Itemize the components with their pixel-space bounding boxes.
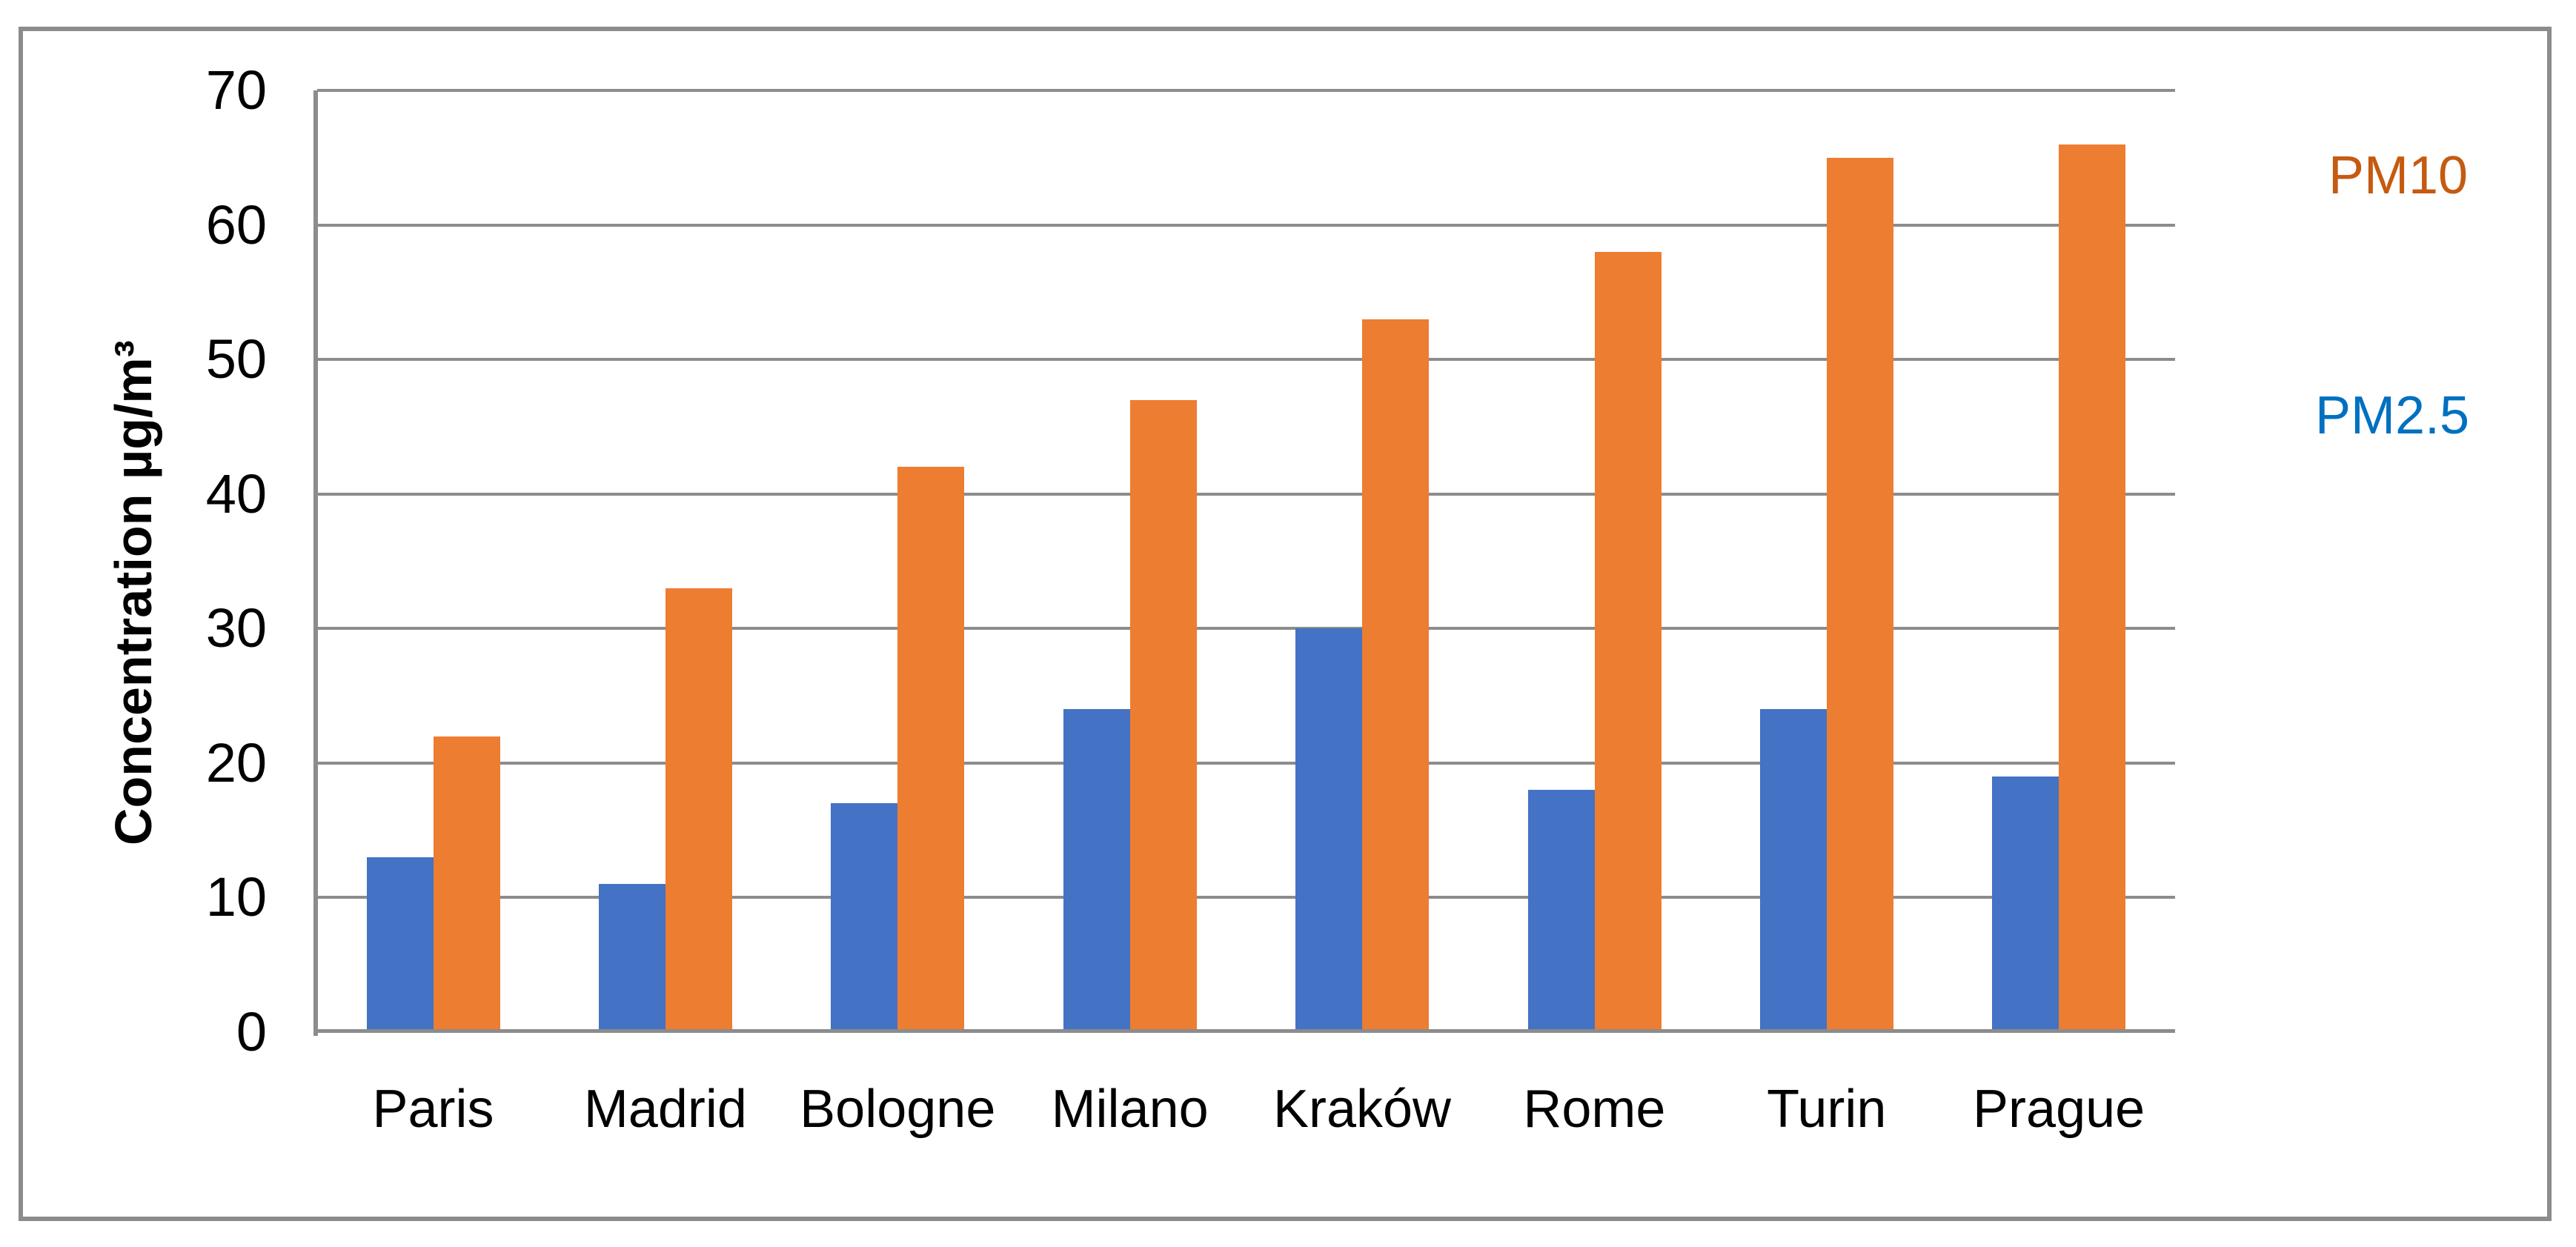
gridline-50 xyxy=(317,358,2175,362)
legend-label-pm10: PM10 xyxy=(2328,146,2469,205)
y-axis-line xyxy=(313,90,318,1036)
bar-pm2-5-milano xyxy=(1063,709,1130,1029)
y-tick-label-60: 60 xyxy=(205,193,267,256)
y-tick-label-40: 40 xyxy=(205,462,267,525)
bar-pm10-krakow xyxy=(1362,319,1430,1029)
bar-pm10-prague xyxy=(2059,144,2126,1029)
y-tick-label-10: 10 xyxy=(205,866,267,928)
bar-pm10-turin xyxy=(1826,157,1893,1029)
bar-pm2-5-bologne xyxy=(831,803,898,1029)
x-category-label-prague: Prague xyxy=(1973,1080,2145,1139)
y-tick-label-0: 0 xyxy=(236,1001,267,1063)
gridline-70 xyxy=(317,89,2175,92)
bar-pm2-5-krakow xyxy=(1295,628,1363,1029)
y-tick-label-70: 70 xyxy=(205,59,267,121)
gridline-20 xyxy=(317,761,2175,765)
bar-pm10-paris xyxy=(433,736,500,1029)
bar-pm2-5-rome xyxy=(1527,790,1595,1029)
y-tick-label-30: 30 xyxy=(205,597,267,659)
y-tick-label-20: 20 xyxy=(205,731,267,794)
bar-pm10-bologne xyxy=(897,467,965,1029)
x-category-label-rome: Rome xyxy=(1523,1080,1666,1139)
gridline-10 xyxy=(317,896,2175,899)
bar-pm2-5-turin xyxy=(1759,709,1827,1029)
x-category-label-krakow: Kraków xyxy=(1272,1080,1452,1139)
bar-pm2-5-prague xyxy=(1992,777,2059,1029)
legend-label-pm2-5: PM2.5 xyxy=(2314,386,2470,445)
plot-area xyxy=(317,89,2175,1033)
x-category-label-paris: Paris xyxy=(372,1080,494,1139)
gridline-0 xyxy=(317,1029,2175,1033)
x-category-label-turin: Turin xyxy=(1767,1080,1887,1139)
gridline-40 xyxy=(317,492,2175,496)
gridline-30 xyxy=(317,627,2175,631)
gridline-60 xyxy=(317,223,2175,227)
bar-pm2-5-paris xyxy=(366,857,434,1029)
bar-pm10-rome xyxy=(1594,251,1662,1029)
x-category-label-madrid: Madrid xyxy=(583,1080,747,1139)
y-tick-label-50: 50 xyxy=(205,328,267,390)
bar-pm10-madrid xyxy=(665,588,733,1029)
x-category-label-bologne: Bologne xyxy=(800,1080,996,1139)
bar-pm10-milano xyxy=(1129,399,1197,1029)
bar-pm2-5-madrid xyxy=(599,884,666,1029)
x-category-label-milano: Milano xyxy=(1051,1080,1209,1139)
